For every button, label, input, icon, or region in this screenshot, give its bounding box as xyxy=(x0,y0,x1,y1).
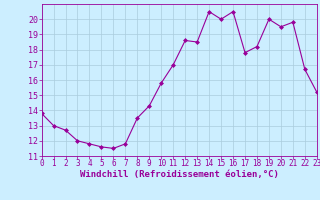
X-axis label: Windchill (Refroidissement éolien,°C): Windchill (Refroidissement éolien,°C) xyxy=(80,170,279,179)
